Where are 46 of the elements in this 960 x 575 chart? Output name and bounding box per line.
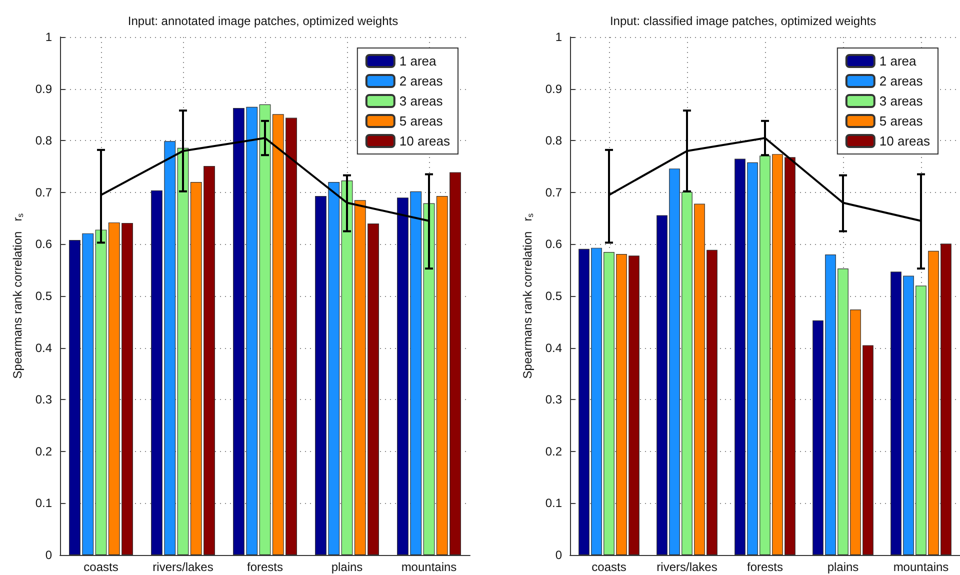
y-tick-label: 0.3 [35,392,52,407]
legend-label: 3 areas [399,94,444,108]
x-tick-label: plains [331,560,363,574]
legend-label: 5 areas [399,114,444,128]
x-tick-label: coasts [592,560,626,574]
y-tick-label: 0.3 [545,392,562,407]
legend-label: 2 areas [879,74,924,88]
y-tick-label: 0.7 [545,185,562,200]
legend-label: 2 areas [399,74,444,88]
y-tick-label: 0.9 [35,82,52,96]
y-axis-title: Spearmans rank correlation rs [520,213,535,379]
y-tick-label: 0 [555,548,562,562]
x-tick-label: forests [746,560,784,574]
y-tick-label: 0.7 [35,185,52,200]
y-tick-label: 0.2 [35,444,52,458]
legend-label: 10 areas [399,134,450,148]
chart-title: Input: classified image patches, optimized weights [610,14,876,28]
y-tick-label: 1 [45,30,52,44]
x-tick-label: mountains [893,560,949,574]
y-tick-label: 0.5 [545,289,562,303]
y-tick-label: 0.9 [545,82,562,96]
chart-title: Input: annotated image patches, optimized weights [128,14,398,28]
x-tick-label: coasts [84,560,118,574]
y-tick-label: 0.8 [545,134,562,148]
legend-label: 5 areas [879,114,924,128]
y-tick-label: 0.6 [35,237,52,252]
x-tick-label: forests [246,560,284,574]
legend-label: 1 area [399,54,438,68]
x-tick-label: mountains [401,560,457,574]
y-tick-label: 0 [45,548,52,562]
y-tick-label: 0.4 [545,340,562,355]
x-tick-label: rivers/lakes [152,560,214,574]
x-tick-label: plains [827,560,859,574]
legend-label: 10 areas [879,134,930,148]
legend-label: 1 area [879,54,918,68]
y-tick-label: 0.8 [35,134,52,148]
y-tick-label: 0.6 [545,237,562,252]
y-tick-label: 0.1 [35,496,52,510]
legend-label: 3 areas [879,94,924,108]
x-tick-label: rivers/lakes [656,560,718,574]
y-tick-label: 0.5 [35,289,52,303]
y-tick-label: 1 [555,30,562,44]
y-tick-label: 0.4 [35,340,52,355]
y-tick-label: 0.2 [545,444,562,458]
y-axis-title: Spearmans rank correlation rs [10,213,25,379]
y-tick-label: 0.1 [545,496,562,510]
